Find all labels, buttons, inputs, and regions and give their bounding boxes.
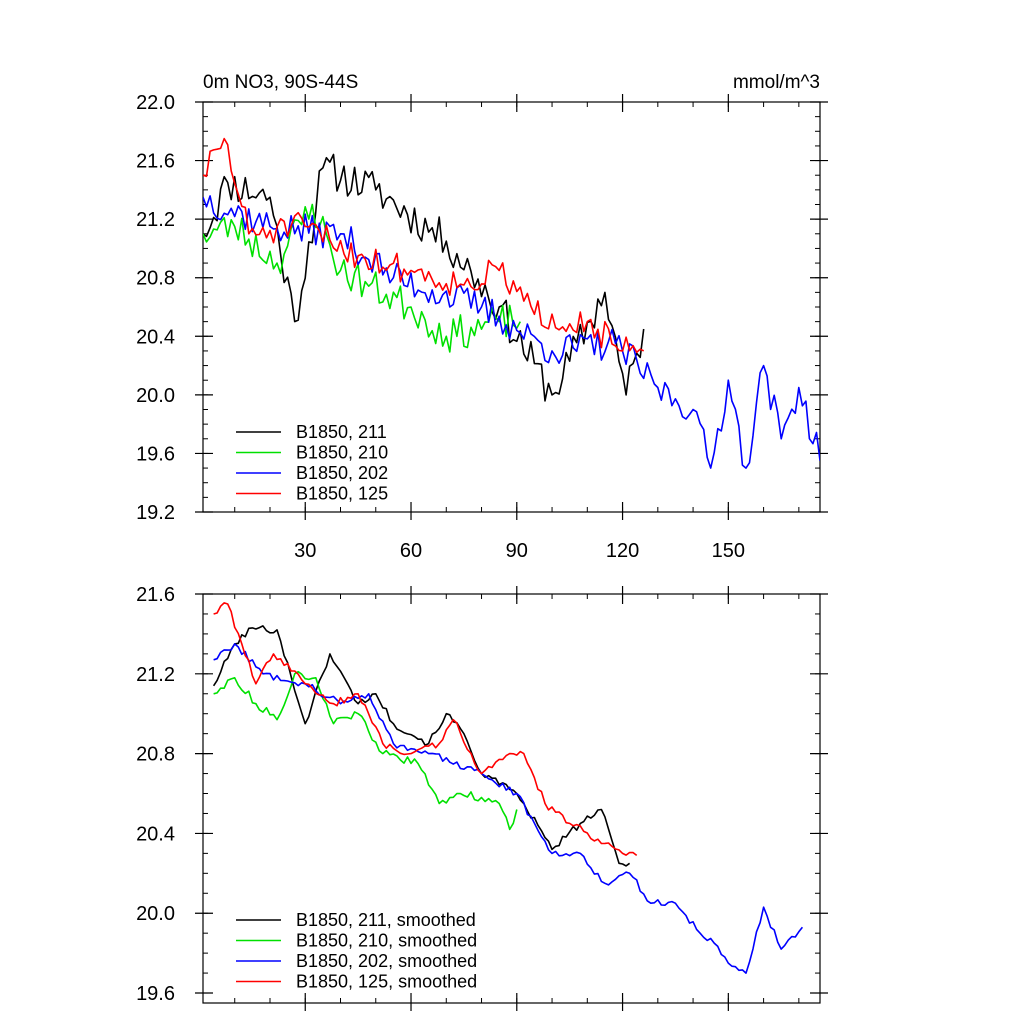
- series-line-1: [203, 153, 645, 402]
- legend-label: B1850, 211: [296, 422, 387, 442]
- plot-frame: [202, 593, 821, 1004]
- x-tick-label: 90: [506, 540, 528, 562]
- legend-label: B1850, 202: [296, 463, 388, 483]
- y-tick-label: 20.4: [136, 326, 175, 348]
- series-line-3: [203, 195, 820, 469]
- units-label: mmol/m^3: [733, 72, 820, 93]
- y-tick-label: 19.6: [136, 443, 175, 465]
- legend-label: B1850, 125: [296, 484, 388, 504]
- series-line-4: [213, 602, 638, 857]
- series-line-3: [213, 643, 804, 974]
- x-tick-label: 60: [400, 540, 422, 562]
- y-tick-label: 20.0: [136, 385, 175, 407]
- y-tick-label: 19.6: [136, 983, 175, 1005]
- y-tick-label: 21.6: [136, 151, 175, 173]
- series-line-2: [213, 670, 518, 831]
- legend-label: B1850, 125, smoothed: [296, 972, 477, 992]
- y-tick-label: 21.2: [136, 209, 175, 231]
- series-line-1: [212, 625, 631, 867]
- y-tick-label: 20.8: [136, 268, 175, 290]
- legend-label: B1850, 210, smoothed: [296, 931, 477, 951]
- y-tick-label: 20.4: [136, 823, 175, 845]
- x-tick-label: 120: [606, 540, 639, 562]
- chart-title: 0m NO3, 90S-44S: [203, 72, 358, 93]
- y-tick-label: 20.0: [136, 903, 175, 925]
- chart-panel-1: 22.0 21.6 21.2 20.8 20.4 20.0 19.6 19.2 30 60 90 12…: [136, 72, 828, 562]
- series-line-4: [203, 137, 645, 354]
- legend-label: B1850, 211, smoothed: [296, 910, 476, 930]
- x-tick-label: 30: [294, 540, 316, 562]
- legend-label: B1850, 202, smoothed: [296, 951, 477, 971]
- y-tick-label: 21.6: [136, 584, 175, 606]
- y-tick-label: 22.0: [136, 92, 175, 114]
- legend-label: B1850, 210: [296, 443, 388, 463]
- y-tick-label: 19.2: [136, 502, 175, 524]
- chart-panel-2: 21.6 21.2 20.8 20.4 20.0 19.6 B1850, 211, smoo…: [136, 584, 828, 1011]
- y-tick-label: 20.8: [136, 744, 175, 766]
- x-tick-label: 150: [712, 540, 745, 562]
- y-tick-label: 21.2: [136, 664, 175, 686]
